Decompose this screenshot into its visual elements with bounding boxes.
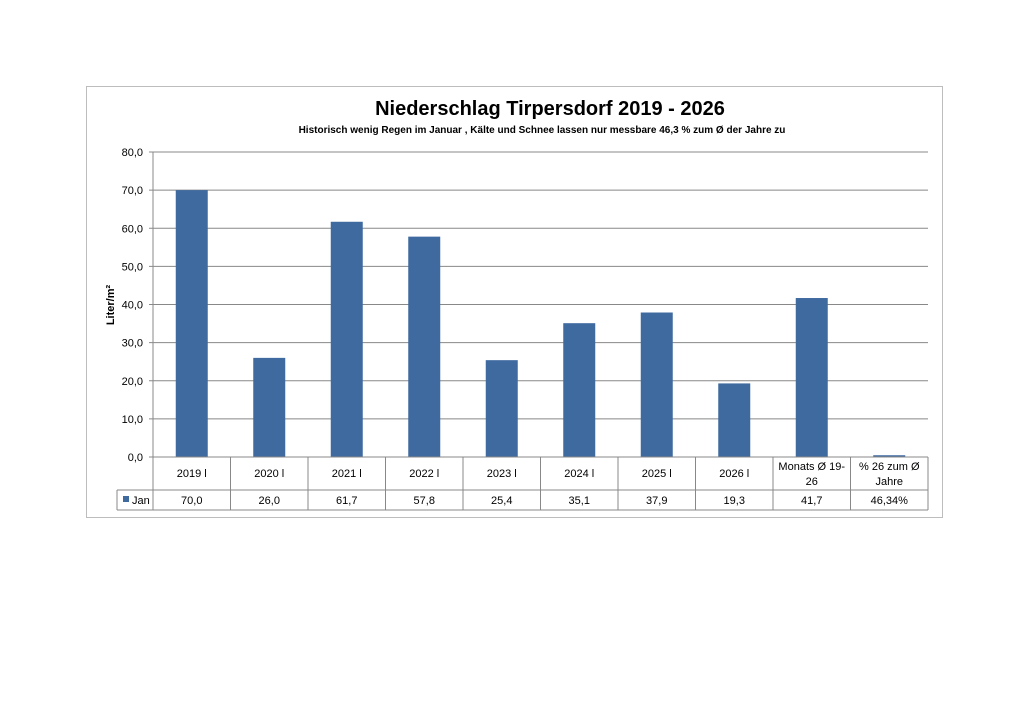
category-label: 2020 l [254, 468, 284, 480]
y-tick-label: 60,0 [122, 223, 143, 235]
category-label: 2025 l [642, 468, 672, 480]
bar [795, 298, 828, 457]
chart-title: Niederschlag Tirpersdorf 2019 - 2026 [375, 98, 725, 120]
category-label: 2022 l [409, 468, 439, 480]
y-tick-label: 0,0 [128, 452, 143, 464]
y-tick-label: 80,0 [122, 147, 143, 159]
data-label: 19,3 [724, 495, 745, 507]
y-tick-label: 30,0 [122, 338, 143, 350]
data-label: 70,0 [181, 495, 202, 507]
bar [873, 455, 906, 457]
y-tick-label: 50,0 [122, 261, 143, 273]
bar [640, 312, 673, 457]
y-tick-label: 70,0 [122, 185, 143, 197]
data-label: 35,1 [569, 495, 590, 507]
bar [408, 236, 441, 457]
bar [330, 221, 363, 457]
bar [718, 383, 751, 457]
bar [563, 323, 596, 457]
y-axis-label: Liter/m² [105, 284, 117, 325]
y-tick-label: 20,0 [122, 376, 143, 388]
legend-swatch [123, 496, 129, 502]
data-label: 26,0 [259, 495, 280, 507]
category-label: % 26 zum Ø Jahre [859, 461, 920, 488]
bar [485, 360, 518, 457]
category-label: 2023 l [487, 468, 517, 480]
data-label: 46,34% [871, 495, 909, 507]
data-label: 61,7 [336, 495, 357, 507]
data-label: 25,4 [491, 495, 512, 507]
category-label: 2019 l [177, 468, 207, 480]
category-label: Monats Ø 19-26 [778, 461, 845, 488]
category-label: 2021 l [332, 468, 362, 480]
category-label: 2026 l [719, 468, 749, 480]
category-label: 2024 l [564, 468, 594, 480]
bar [253, 357, 286, 457]
data-label: 37,9 [646, 495, 667, 507]
bar [175, 190, 208, 457]
data-label: 41,7 [801, 495, 822, 507]
data-label: 57,8 [414, 495, 435, 507]
legend-label: Jan [132, 495, 150, 507]
chart-subtitle: Historisch wenig Regen im Januar , Kälte… [299, 125, 786, 136]
y-tick-label: 40,0 [122, 300, 143, 312]
y-tick-label: 10,0 [122, 414, 143, 426]
